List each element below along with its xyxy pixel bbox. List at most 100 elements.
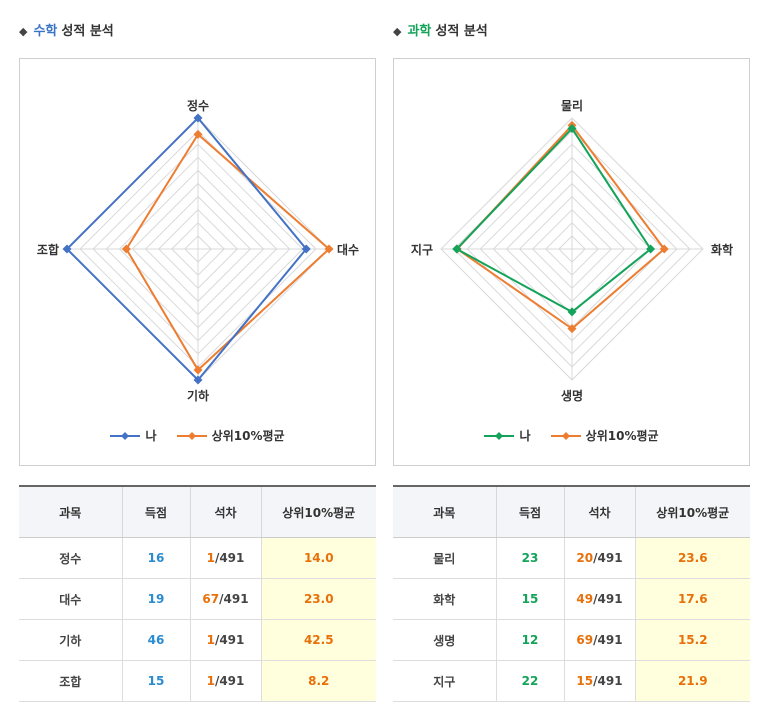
table-row: 조합 15 1/491 8.2 [19, 660, 376, 702]
science-legend: 나 상위10%평균 [394, 427, 749, 444]
diamond-bullet-icon: ◆ [19, 25, 28, 38]
radar-data-point [567, 123, 577, 133]
table-row: 화학 15 49/491 17.6 [393, 578, 750, 620]
math-radar-chart: 정수 대수 기하 조합 나 상위10%평균 [19, 58, 376, 466]
cell-top-avg: 17.6 [634, 578, 750, 620]
radar-data-point [301, 244, 311, 254]
cell-rank: 1/491 [189, 537, 261, 579]
rank-number: 1 [206, 551, 215, 565]
rank-total: /491 [214, 674, 245, 688]
radar-series-line [125, 132, 331, 372]
table-row: 정수 16 1/491 14.0 [19, 537, 376, 579]
rank-total: /491 [593, 551, 623, 565]
legend-item-me[interactable]: 나 [110, 427, 156, 444]
radar-axis-label: 화학 [711, 242, 733, 257]
cell-top-avg: 21.9 [634, 660, 750, 702]
table-row: 생명 12 69/491 15.2 [393, 619, 750, 661]
radar-axis-label: 생명 [561, 388, 583, 403]
legend-marker-top-icon [550, 431, 581, 440]
cell-top-avg: 15.2 [634, 619, 750, 661]
math-legend: 나 상위10%평균 [20, 427, 375, 444]
radar-data-point [193, 113, 203, 123]
header-rank: 석차 [189, 485, 261, 538]
header-subject: 과목 [19, 485, 122, 538]
radar-axis-label: 지구 [411, 242, 433, 257]
radar-data-point [193, 375, 203, 385]
radar-data-point [646, 244, 656, 254]
radar-data-point [193, 365, 203, 375]
cell-rank: 49/491 [563, 578, 635, 620]
radar-axis-label: 조합 [37, 242, 59, 257]
radar-axis-label: 물리 [561, 98, 583, 113]
radar-data-point [121, 244, 131, 254]
cell-score: 22 [495, 660, 564, 702]
math-score-table: 과목 득점 석차 상위10%평균 정수 16 1/491 14.0 대수 19 … [19, 485, 376, 702]
rank-total: /491 [219, 592, 249, 606]
cell-subject: 물리 [393, 537, 496, 579]
cell-subject: 기하 [19, 619, 122, 661]
cell-rank: 69/491 [563, 619, 635, 661]
table-header-row: 과목 득점 석차 상위10%평균 [393, 485, 750, 538]
rank-number: 1 [206, 633, 215, 647]
cell-score: 46 [121, 619, 190, 661]
cell-score: 12 [495, 619, 564, 661]
legend-label-me: 나 [145, 429, 157, 443]
rank-number: 49 [576, 592, 594, 606]
radar-data-point [193, 129, 203, 139]
header-score: 득점 [495, 485, 564, 538]
cell-rank: 67/491 [189, 578, 261, 620]
cell-top-avg: 14.0 [260, 537, 376, 579]
legend-label-me: 나 [519, 429, 531, 443]
title-subject: 수학 [33, 24, 58, 39]
legend-item-top[interactable]: 상위10%평균 [550, 427, 659, 444]
rank-number: 67 [202, 592, 220, 606]
radar-axis-label: 대수 [337, 243, 359, 257]
legend-item-top[interactable]: 상위10%평균 [176, 427, 285, 444]
cell-score: 15 [121, 660, 190, 702]
diamond-bullet-icon: ◆ [393, 25, 402, 38]
table-row: 물리 23 20/491 23.6 [393, 537, 750, 579]
cell-subject: 지구 [393, 660, 496, 702]
header-score: 득점 [121, 485, 190, 538]
cell-subject: 조합 [19, 660, 122, 702]
cell-subject: 대수 [19, 578, 122, 620]
legend-marker-me-icon [484, 431, 515, 440]
radar-data-point [659, 244, 669, 254]
cell-rank: 20/491 [563, 537, 635, 579]
header-top-avg: 상위10%평균 [634, 485, 750, 538]
cell-score: 16 [121, 537, 190, 579]
math-section-title: ◆ 수학 성적 분석 [19, 20, 114, 39]
legend-label-top: 상위10%평균 [211, 429, 285, 443]
title-rest: 성적 분석 [435, 24, 488, 39]
radar-axis-label: 정수 [187, 98, 209, 113]
rank-number: 20 [576, 551, 594, 565]
cell-top-avg: 42.5 [260, 619, 376, 661]
header-subject: 과목 [393, 485, 496, 538]
science-section-title: ◆ 과학 성적 분석 [393, 20, 488, 39]
radar-data-point [567, 307, 577, 317]
rank-total: /491 [593, 592, 623, 606]
science-score-table: 과목 득점 석차 상위10%평균 물리 23 20/491 23.6 화학 15… [393, 485, 750, 702]
cell-top-avg: 8.2 [260, 660, 376, 702]
title-subject: 과학 [407, 24, 432, 39]
rank-total: /491 [593, 633, 623, 647]
cell-score: 23 [495, 537, 564, 579]
rank-number: 69 [576, 633, 594, 647]
cell-subject: 생명 [393, 619, 496, 661]
cell-score: 15 [495, 578, 564, 620]
radar-data-point [452, 244, 462, 254]
legend-item-me[interactable]: 나 [484, 427, 530, 444]
radar-data-point [324, 244, 334, 254]
table-row: 지구 22 15/491 21.9 [393, 660, 750, 702]
title-rest: 성적 분석 [61, 24, 114, 39]
legend-marker-top-icon [176, 431, 207, 440]
radar-data-point [62, 244, 72, 254]
header-rank: 석차 [563, 485, 635, 538]
legend-label-top: 상위10%평균 [585, 429, 659, 443]
rank-number: 1 [206, 674, 215, 688]
table-row: 대수 19 67/491 23.0 [19, 578, 376, 620]
rank-number: 15 [576, 674, 594, 688]
cell-subject: 정수 [19, 537, 122, 579]
